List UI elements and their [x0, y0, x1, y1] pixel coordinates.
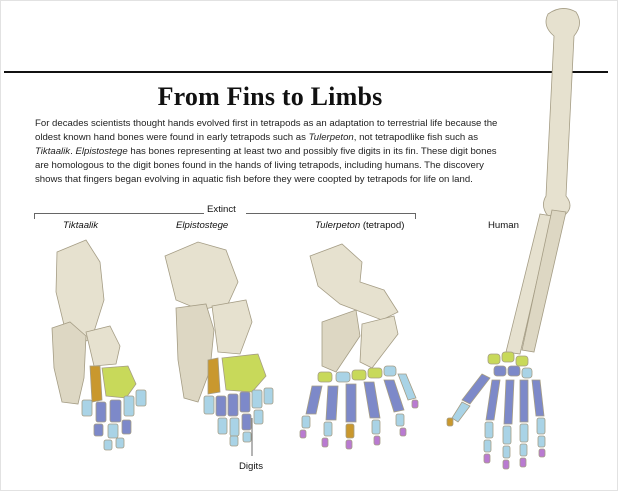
- desc-part-4: has bones representing at least two and …: [35, 145, 497, 185]
- human-arm-bones: [446, 8, 580, 470]
- top-rule: [4, 71, 608, 73]
- desc-tulerpeton: Tulerpeton: [308, 131, 354, 143]
- extinct-label: Extinct: [207, 204, 236, 215]
- tiktaalik-fin-bones: [51, 239, 147, 451]
- figure-title: From Fins to Limbs: [157, 82, 383, 111]
- desc-part-3: .: [70, 145, 76, 157]
- label-tiktaalik: Tiktaalik: [63, 220, 99, 231]
- desc-tiktaalik: Tiktaalik: [35, 145, 71, 157]
- elpistostege-fin-bones: [164, 241, 274, 447]
- extinct-bracket: [34, 213, 416, 219]
- label-human: Human: [488, 220, 519, 231]
- desc-part-1: For decades scientists thought hands evo…: [35, 118, 498, 143]
- digits-label: Digits: [239, 461, 263, 472]
- label-elpistostege: Elpistostege: [176, 220, 229, 231]
- label-tulerpeton: Tulerpeton (tetrapod): [315, 220, 405, 231]
- description-paragraph: For decades scientists thought hands evo…: [35, 117, 513, 187]
- desc-part-2: , not tetrapodlike fish such as: [353, 131, 479, 143]
- desc-elpistostege: Elpistostege: [75, 145, 128, 157]
- tulerpeton-limb-bones: [299, 243, 419, 450]
